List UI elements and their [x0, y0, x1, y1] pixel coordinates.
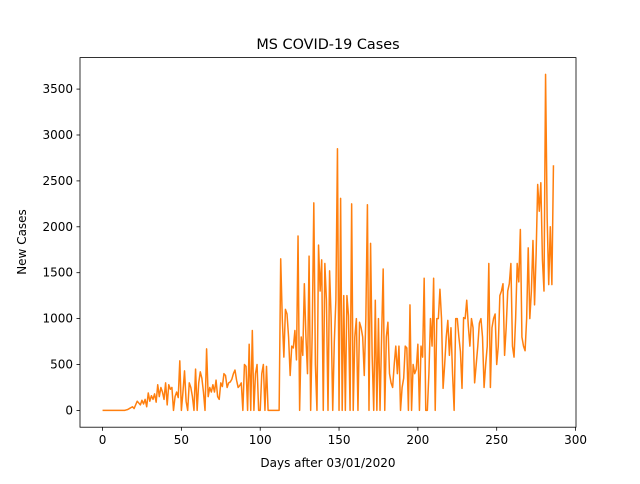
- chart-title: MS COVID-19 Cases: [256, 37, 399, 53]
- y-axis-label: New Cases: [15, 209, 29, 275]
- x-axis-label: Days after 03/01/2020: [260, 456, 395, 470]
- data-line: [102, 73, 555, 412]
- y-tick-label: 0: [65, 403, 73, 417]
- x-tick-label: 50: [174, 433, 189, 447]
- y-tick-label: 3500: [42, 82, 73, 96]
- plot-frame: [79, 57, 577, 428]
- y-tick-label: 2000: [42, 220, 73, 234]
- x-tick-label: 100: [249, 433, 272, 447]
- x-tick-label: 150: [328, 433, 351, 447]
- y-tick-label: 500: [50, 357, 73, 371]
- y-tick-label: 1500: [42, 266, 73, 280]
- x-tick-label: 0: [99, 433, 107, 447]
- y-tick-label: 1000: [42, 312, 73, 326]
- y-tick-label: 2500: [42, 174, 73, 188]
- x-tick-label: 250: [485, 433, 508, 447]
- y-tick-label: 3000: [42, 128, 73, 142]
- x-tick-label: 200: [406, 433, 429, 447]
- x-tick-label: 300: [564, 433, 587, 447]
